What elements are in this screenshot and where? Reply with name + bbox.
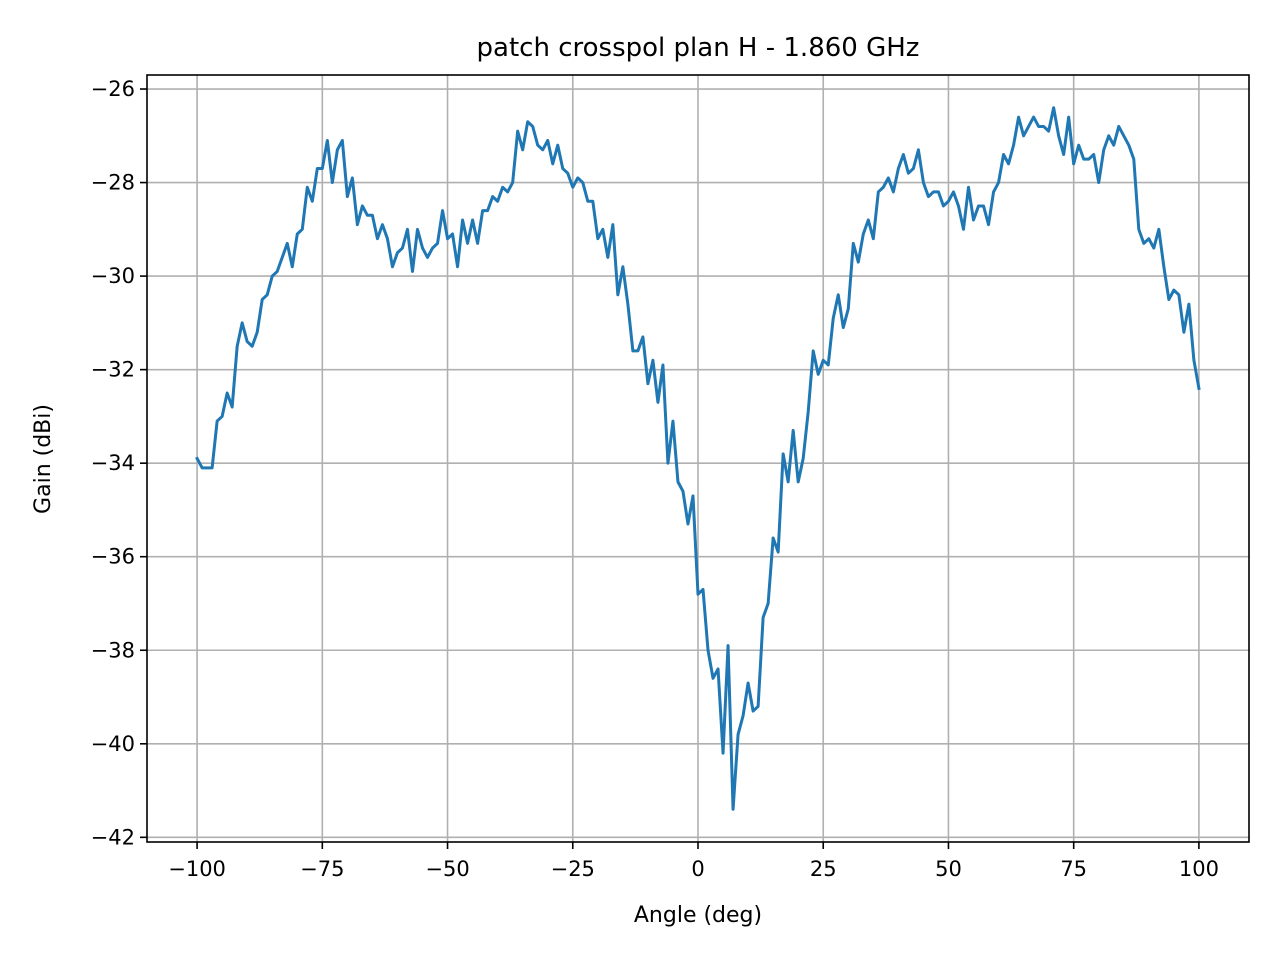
- y-tick-label: −26: [91, 77, 135, 101]
- y-tick-label: −34: [91, 451, 135, 475]
- x-tick-label: −100: [168, 857, 226, 881]
- x-tick-label: −25: [551, 857, 595, 881]
- y-tick-label: −30: [91, 264, 135, 288]
- grid: [147, 75, 1249, 842]
- y-tick-label: −36: [91, 545, 135, 569]
- x-tick-label: 50: [935, 857, 962, 881]
- y-tick-label: −28: [91, 171, 135, 195]
- ticks: −100 −75 −50 −25 0 25 50 75 100 −42 −40 −38 −36 −34 −3…: [91, 77, 1219, 881]
- chart-title: patch crosspol plan H - 1.860 GHz: [477, 33, 920, 63]
- x-tick-label: 0: [691, 857, 704, 881]
- y-tick-label: −42: [91, 825, 135, 849]
- y-tick-label: −40: [91, 732, 135, 756]
- y-tick-label: −32: [91, 358, 135, 382]
- x-tick-label: 100: [1179, 857, 1219, 881]
- y-tick-label: −38: [91, 638, 135, 662]
- x-tick-label: −75: [300, 857, 344, 881]
- x-tick-label: −50: [425, 857, 469, 881]
- series-line: [195, 106, 1201, 811]
- x-axis-label: Angle (deg): [634, 903, 762, 928]
- y-axis-label: Gain (dBi): [31, 404, 56, 514]
- x-tick-label: 75: [1060, 857, 1087, 881]
- series-layer: [195, 106, 1201, 811]
- x-tick-label: 25: [810, 857, 837, 881]
